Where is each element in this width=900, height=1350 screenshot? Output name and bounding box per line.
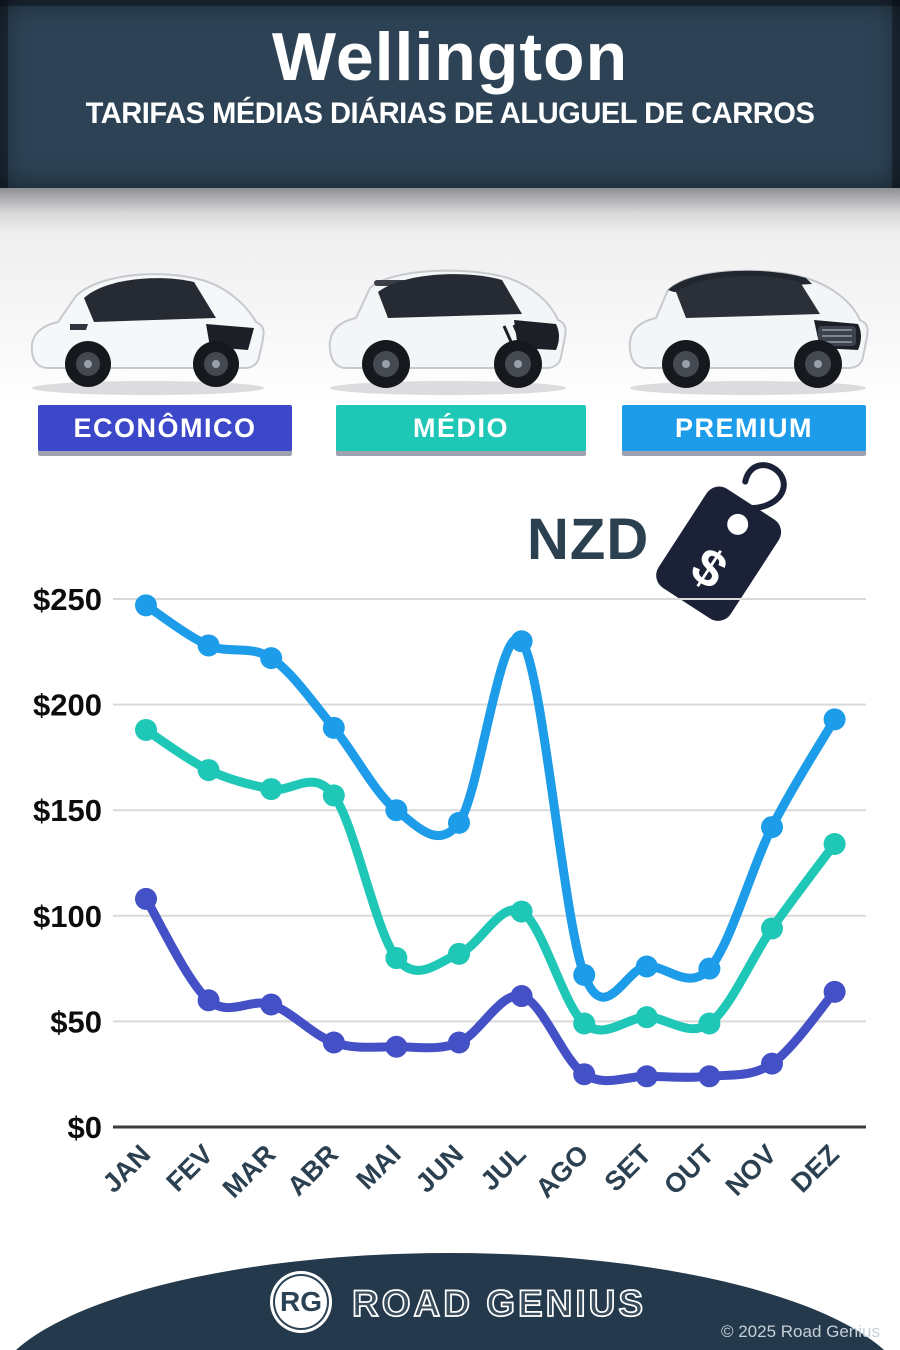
currency-label: NZD: [527, 507, 650, 572]
svg-text:SET: SET: [599, 1139, 658, 1198]
svg-text:JUL: JUL: [475, 1139, 532, 1196]
svg-text:DEZ: DEZ: [785, 1139, 844, 1198]
brand-name: ROAD GENIUS: [351, 1282, 647, 1325]
svg-text:$200: $200: [33, 688, 102, 723]
copyright-text: © 2025 Road Genius: [720, 1322, 880, 1341]
category-badge-premium: PREMIUM: [622, 405, 866, 451]
page-title: Wellington: [271, 19, 629, 95]
category-badge-medio-label: MÉDIO: [412, 412, 509, 443]
svg-text:ABR: ABR: [281, 1139, 344, 1202]
premium-car-image: [628, 269, 869, 395]
page-subtitle: TARIFAS MÉDIAS DIÁRIAS DE ALUGUEL DE CAR…: [85, 97, 815, 131]
price-tag-icon: $: [656, 462, 787, 621]
category-badge-economico: ECONÔMICO: [38, 405, 292, 451]
category-badge-economico-label: ECONÔMICO: [73, 412, 257, 443]
svg-text:JAN: JAN: [97, 1139, 156, 1198]
medium-car-image: [328, 269, 567, 395]
category-badge-premium-label: PREMIUM: [675, 412, 813, 443]
svg-text:$250: $250: [33, 582, 102, 617]
svg-text:$0: $0: [68, 1110, 102, 1145]
rg-logo-initials: RG: [280, 1286, 322, 1317]
header-banner: Wellington TARIFAS MÉDIAS DIÁRIAS DE ALU…: [0, 0, 900, 188]
svg-text:MAI: MAI: [350, 1139, 406, 1195]
rg-logo: RG: [270, 1271, 332, 1333]
svg-text:$100: $100: [33, 899, 102, 934]
svg-text:FEV: FEV: [160, 1139, 218, 1197]
silver-divider: [0, 188, 900, 234]
economy-car-image: [30, 273, 265, 395]
svg-text:$150: $150: [33, 793, 102, 828]
svg-text:AGO: AGO: [530, 1139, 595, 1204]
cars-row: [0, 234, 900, 402]
svg-text:MAR: MAR: [217, 1139, 282, 1204]
svg-text:JUN: JUN: [410, 1139, 469, 1198]
svg-text:$50: $50: [50, 1004, 102, 1039]
svg-text:NOV: NOV: [720, 1139, 783, 1202]
svg-text:OUT: OUT: [658, 1139, 720, 1201]
category-badge-medio: MÉDIO: [336, 405, 586, 451]
footer-arc: [16, 1253, 884, 1350]
